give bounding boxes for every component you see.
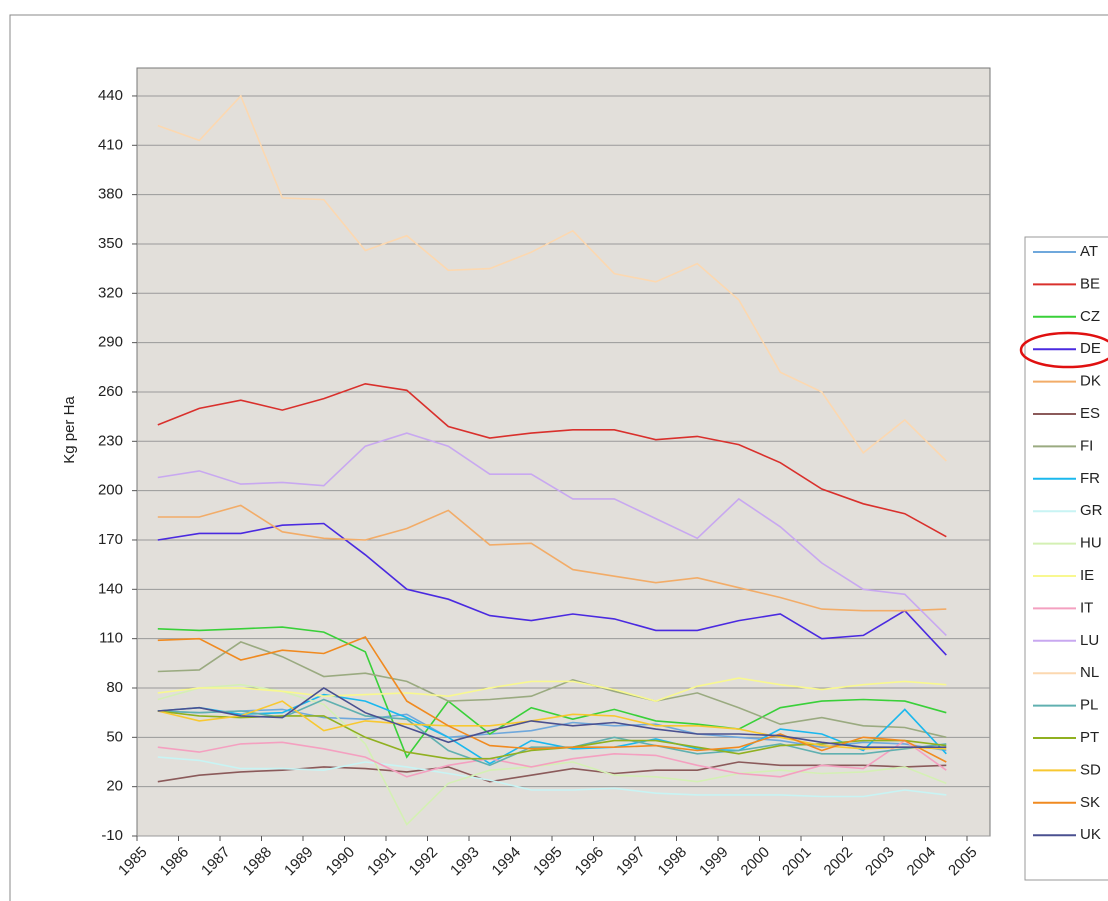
series-line — [157, 504, 947, 612]
series-line — [157, 626, 947, 759]
legend-label: DK — [1080, 373, 1101, 390]
y-tick-label: -10 — [101, 827, 123, 844]
series-line — [157, 700, 947, 750]
legend-label: DE — [1080, 340, 1101, 357]
y-tick-label: 200 — [98, 482, 123, 499]
series-line — [157, 708, 947, 752]
y-tick-label: 410 — [98, 136, 123, 153]
series-line — [157, 382, 947, 538]
series-line — [157, 641, 947, 739]
legend-label: GR — [1080, 502, 1103, 519]
series-line — [157, 756, 947, 798]
legend-label: BE — [1080, 275, 1100, 292]
y-tick-label: 320 — [98, 284, 123, 301]
legend-label: SD — [1080, 761, 1101, 778]
series-line — [157, 693, 947, 765]
y-tick-label: 380 — [98, 186, 123, 203]
legend-label: UK — [1080, 826, 1101, 843]
y-tick-label: 50 — [106, 728, 123, 745]
legend-label: FR — [1080, 470, 1100, 487]
y-axis-label: Kg per Ha — [61, 396, 78, 464]
legend-label: ES — [1080, 405, 1100, 422]
y-tick-label: 110 — [99, 630, 123, 647]
legend-label: AT — [1080, 243, 1098, 260]
series-line — [157, 94, 947, 462]
legend-label: HU — [1080, 535, 1102, 552]
y-tick-label: 170 — [98, 531, 123, 548]
legend-label: PT — [1080, 729, 1099, 746]
legend-label: PL — [1080, 697, 1098, 714]
legend-label: NL — [1080, 664, 1099, 681]
series-line — [157, 683, 947, 826]
legend-label: IE — [1080, 567, 1094, 584]
y-tick-label: 350 — [98, 235, 123, 252]
y-tick-label: 290 — [98, 334, 123, 351]
y-tick-label: 230 — [98, 432, 123, 449]
series-line — [157, 739, 947, 778]
legend-label: CZ — [1080, 308, 1100, 325]
legend-label: FI — [1080, 437, 1093, 454]
series-line — [157, 636, 947, 763]
legend — [1024, 236, 1108, 881]
y-tick-label: 80 — [106, 679, 123, 696]
legend-label: IT — [1080, 599, 1093, 616]
series-line — [157, 677, 947, 702]
y-tick-label: 140 — [98, 580, 123, 597]
legend-label: SK — [1080, 794, 1100, 811]
legend-label: LU — [1080, 632, 1099, 649]
y-tick-label: 440 — [98, 87, 123, 104]
series-line — [157, 687, 947, 748]
series-line — [157, 522, 947, 656]
series-line — [157, 432, 947, 636]
y-tick-label: 20 — [106, 778, 123, 795]
plot-area — [136, 67, 991, 837]
y-tick-label: 260 — [98, 383, 123, 400]
highlight-circle — [1019, 331, 1108, 369]
